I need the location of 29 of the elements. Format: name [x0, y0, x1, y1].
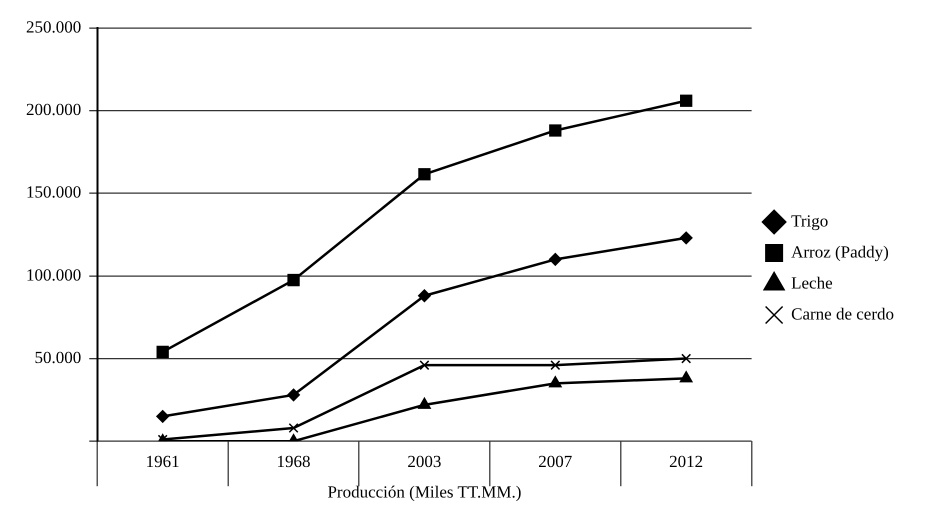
- legend-label: Arroz (Paddy): [791, 242, 889, 262]
- y-tick-label: 250.000: [26, 17, 82, 36]
- point: [550, 360, 560, 370]
- point: [549, 124, 562, 137]
- legend-label: Leche: [791, 273, 833, 292]
- x-axis-title: Producción (Miles TT.MM.): [327, 482, 522, 502]
- y-tick-label: 150.000: [26, 182, 82, 202]
- point: [418, 168, 431, 180]
- x-tick-label: 1968: [276, 452, 311, 471]
- legend-label: Trigo: [791, 211, 828, 230]
- point: [156, 410, 170, 423]
- x-tick-label: 1961: [146, 452, 180, 471]
- point: [680, 94, 692, 107]
- legend-label: Carne de cerdo: [791, 304, 894, 324]
- point: [548, 252, 562, 266]
- y-tick-label: 50.000: [34, 348, 82, 368]
- y-tick-label: 200.000: [26, 100, 82, 120]
- x-tick-label: 2003: [407, 452, 442, 471]
- point: [681, 354, 692, 364]
- point: [156, 346, 169, 358]
- y-tick-label: 100.000: [26, 265, 82, 284]
- point: [680, 231, 693, 244]
- point: [287, 274, 300, 286]
- point: [288, 422, 299, 433]
- point: [287, 388, 300, 402]
- point: [418, 289, 431, 302]
- x-tick-label: 2007: [538, 452, 573, 471]
- point: [419, 360, 430, 370]
- x-tick-label: 2012: [669, 452, 704, 471]
